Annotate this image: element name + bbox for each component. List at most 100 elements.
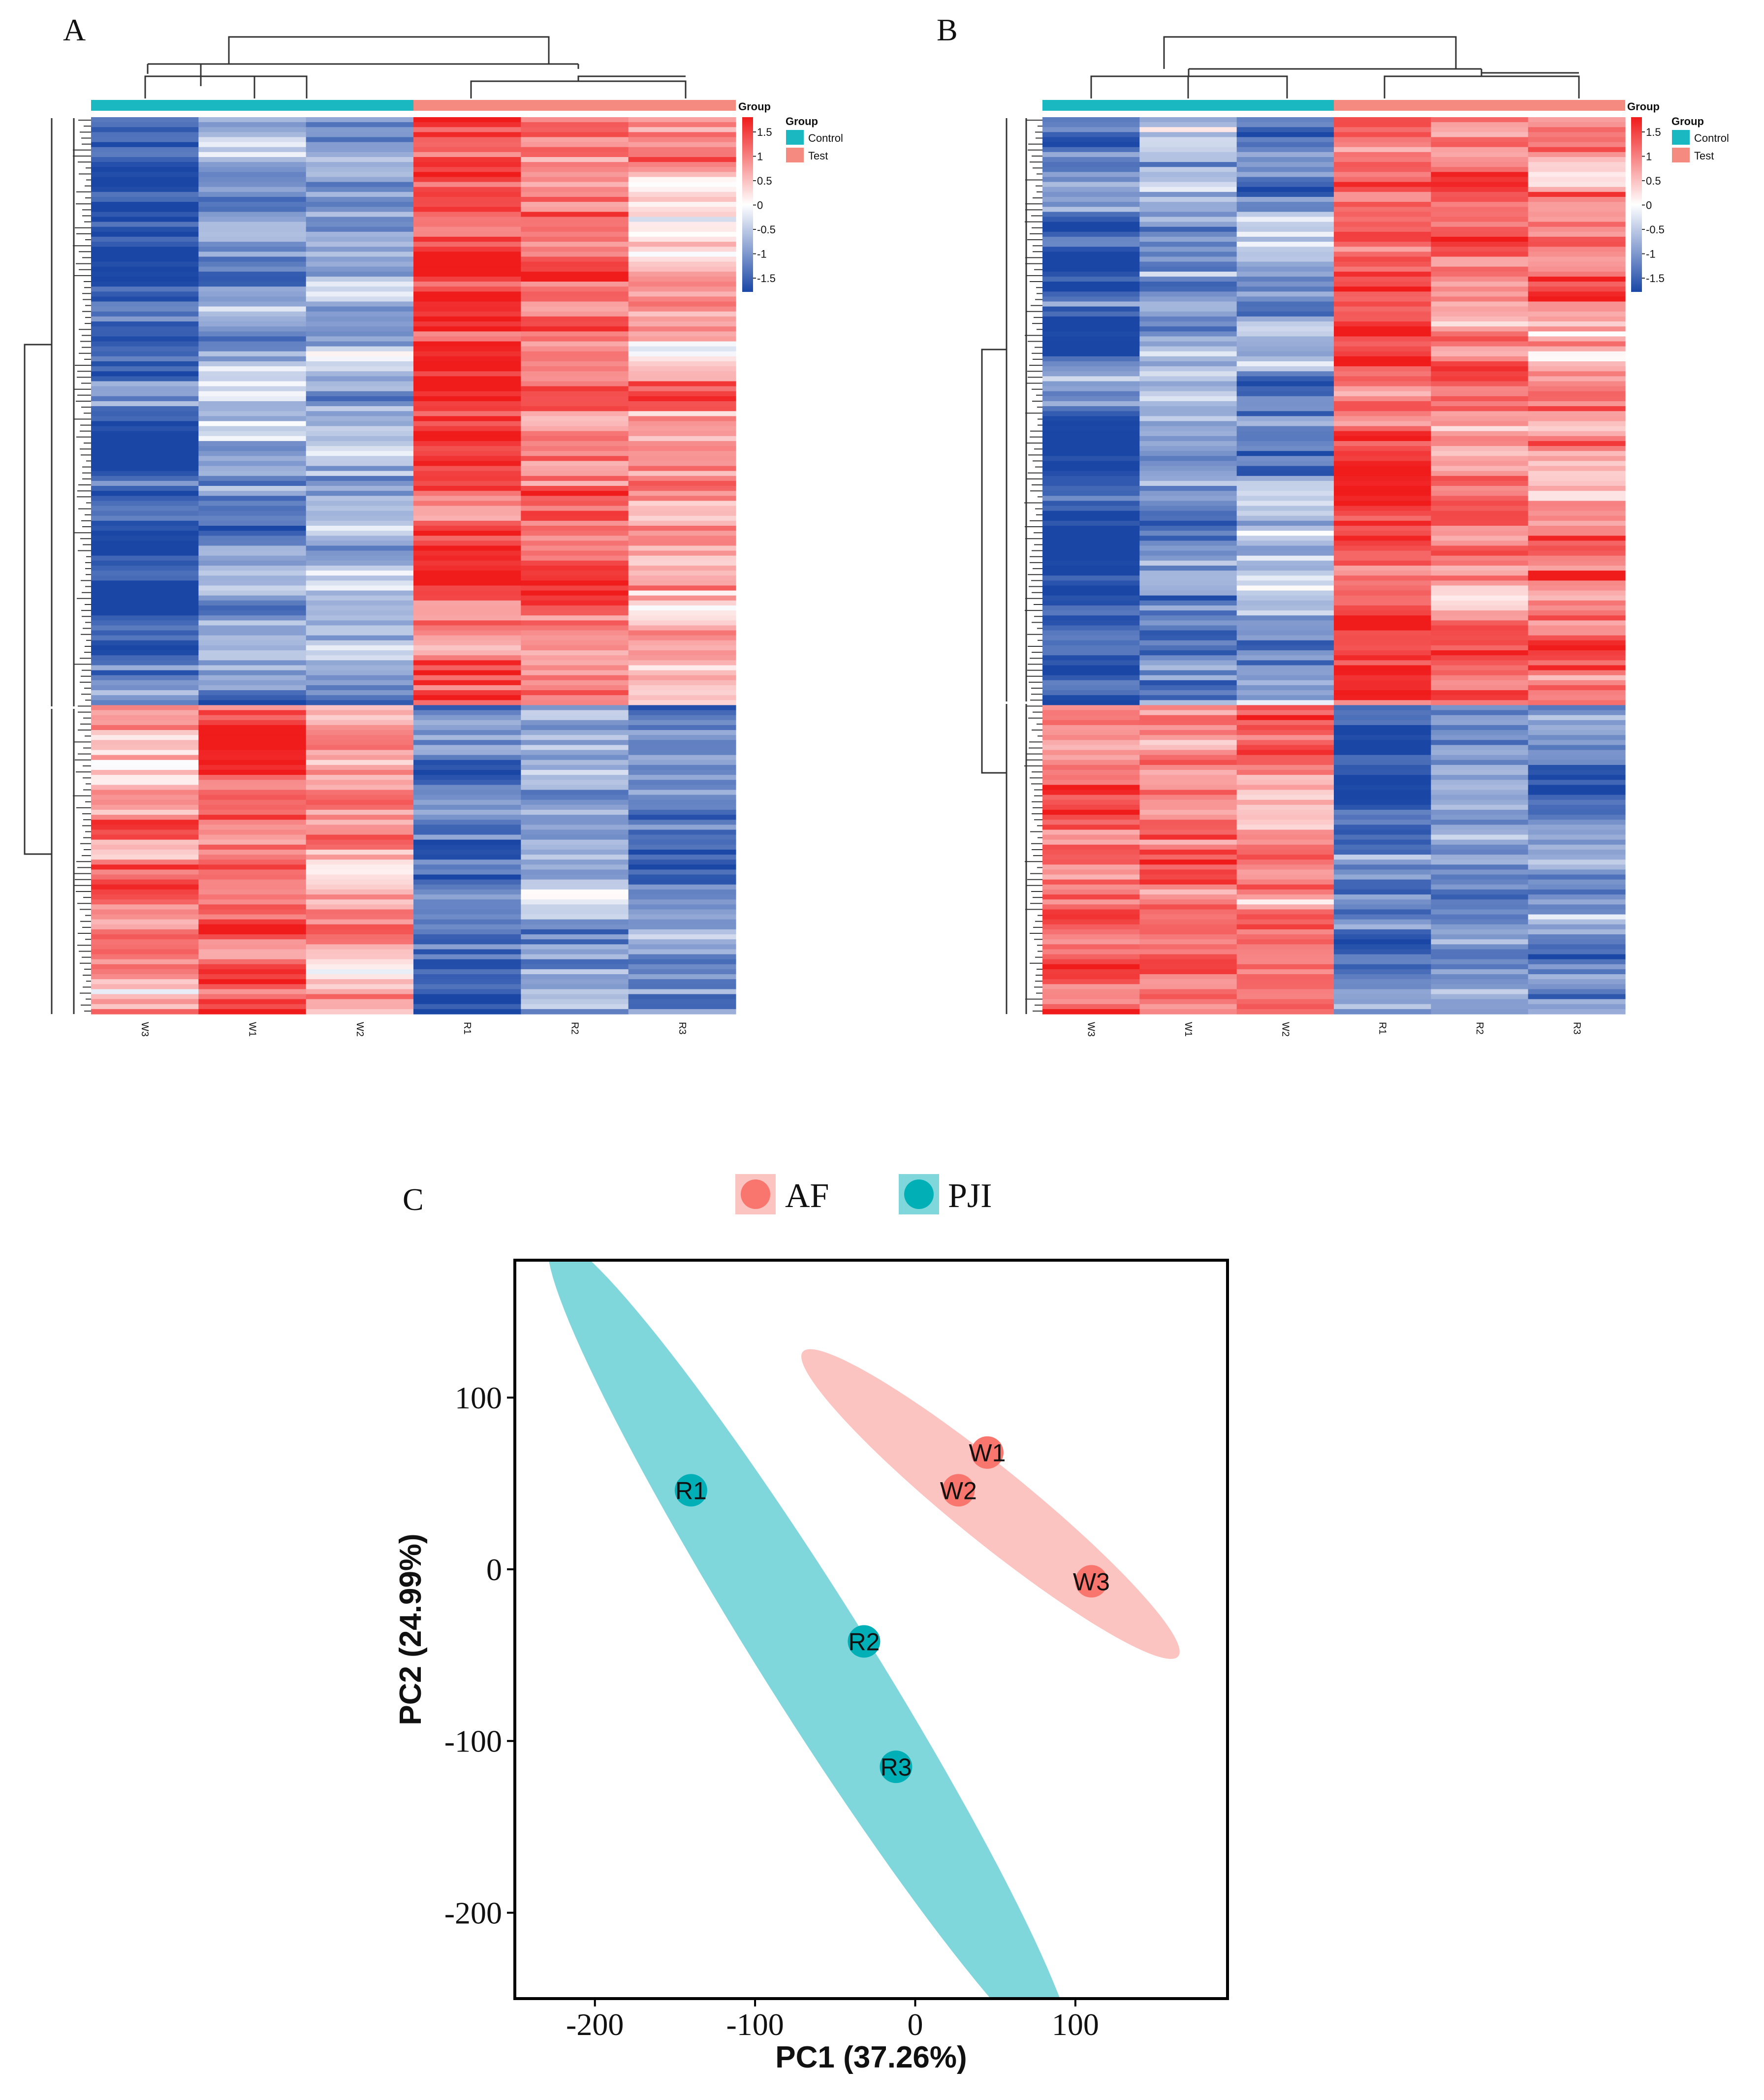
- heatmap-cell: [1139, 207, 1237, 212]
- heatmap-cell: [521, 610, 629, 616]
- heatmap-cell: [1334, 700, 1431, 706]
- heatmap-cell: [521, 770, 629, 775]
- heatmap-cell: [1431, 406, 1529, 412]
- heatmap-cell: [521, 545, 629, 551]
- heatmap-cell: [1528, 655, 1626, 661]
- heatmap-cell: [1042, 132, 1140, 138]
- heatmap-cell: [413, 879, 521, 885]
- heatmap-cell: [1236, 849, 1334, 855]
- heatmap-cell: [1334, 954, 1431, 960]
- colorbar-tick-label: -1.5: [1646, 272, 1665, 285]
- heatmap-cell: [1334, 600, 1431, 606]
- heatmap-cell: [1042, 919, 1140, 925]
- heatmap-cell: [1042, 740, 1140, 745]
- heatmap-cell: [413, 804, 521, 810]
- heatmap-cell: [91, 217, 199, 223]
- heatmap-cell: [198, 710, 307, 716]
- heatmap-cell: [198, 207, 307, 212]
- heatmap-cell: [1431, 301, 1529, 307]
- heatmap-cell: [91, 740, 199, 745]
- heatmap-cell: [1139, 665, 1237, 671]
- heatmap-cell: [628, 595, 736, 601]
- heatmap-cell: [521, 411, 629, 416]
- point-label-w3: W3: [1073, 1568, 1110, 1595]
- heatmap-cell: [1528, 231, 1626, 237]
- heatmap-cell: [1236, 839, 1334, 845]
- heatmap-cell: [1236, 855, 1334, 860]
- heatmap-cell: [1528, 740, 1626, 745]
- heatmap-cell: [1139, 889, 1237, 895]
- heatmap-cell: [628, 396, 736, 402]
- heatmap-cell: [1042, 321, 1140, 327]
- heatmap-cell: [1139, 680, 1237, 686]
- heatmap-cell: [198, 994, 307, 1000]
- heatmap-cell: [1236, 291, 1334, 297]
- heatmap-cell: [1236, 795, 1334, 800]
- heatmap-cell: [91, 1009, 199, 1015]
- heatmap-cell: [521, 510, 629, 516]
- heatmap-cell: [91, 326, 199, 332]
- heatmap-cell: [1236, 804, 1334, 810]
- heatmap-cell: [306, 446, 414, 451]
- heatmap-cell: [1334, 869, 1431, 875]
- heatmap-cell: [306, 510, 414, 516]
- heatmap-cell: [198, 720, 307, 726]
- heatmap-cell: [1042, 436, 1140, 442]
- heatmap-cell: [1236, 341, 1334, 347]
- heatmap-cell: [91, 222, 199, 227]
- heatmap-cell: [306, 336, 414, 342]
- heatmap-cell: [1528, 884, 1626, 890]
- heatmap-cell: [1139, 630, 1237, 636]
- heatmap-cell: [413, 196, 521, 202]
- heatmap-cell: [1431, 326, 1529, 332]
- heatmap-cell: [1431, 550, 1529, 556]
- heatmap-cell: [198, 929, 307, 935]
- heatmap-cell: [91, 271, 199, 277]
- heatmap-cell: [1334, 217, 1431, 223]
- heatmap-cell: [628, 566, 736, 571]
- heatmap-cell: [306, 177, 414, 183]
- heatmap-cell: [1042, 137, 1140, 143]
- heatmap-cell: [1431, 625, 1529, 631]
- heatmap-cell: [198, 282, 307, 287]
- heatmap-cell: [1528, 172, 1626, 178]
- heatmap-cell: [521, 909, 629, 915]
- heatmap-cell: [413, 127, 521, 132]
- heatmap-cell: [198, 715, 307, 721]
- heatmap-cell: [91, 187, 199, 192]
- heatmap-cell: [1431, 660, 1529, 666]
- heatmap-cell: [306, 476, 414, 481]
- heatmap-cell: [198, 914, 307, 920]
- heatmap-cell: [413, 207, 521, 212]
- heatmap-cell: [521, 376, 629, 382]
- heatmap-cell: [91, 366, 199, 372]
- heatmap-cell: [91, 341, 199, 347]
- heatmap-cell: [1042, 1009, 1140, 1015]
- heatmap-cell: [1431, 770, 1529, 775]
- heatmap-cell: [1528, 222, 1626, 227]
- heatmap-cell: [198, 690, 307, 696]
- heatmap-cell: [1334, 795, 1431, 800]
- heatmap-cell: [1528, 750, 1626, 756]
- heatmap-cell: [306, 740, 414, 745]
- heatmap-cell: [413, 331, 521, 337]
- heatmap-cell: [413, 541, 521, 546]
- heatmap-cell: [91, 770, 199, 775]
- heatmap-cell: [1528, 451, 1626, 456]
- heatmap-cell: [1139, 939, 1237, 945]
- heatmap-cell: [1236, 630, 1334, 636]
- heatmap-cell: [1334, 456, 1431, 462]
- heatmap-cell: [1431, 690, 1529, 696]
- heatmap-cell: [1236, 969, 1334, 975]
- heatmap-cell: [1334, 276, 1431, 282]
- heatmap-cell: [1528, 575, 1626, 581]
- heatmap-cell: [1042, 855, 1140, 860]
- heatmap-cell: [1431, 605, 1529, 611]
- heatmap-cell: [1528, 869, 1626, 875]
- heatmap-cell: [91, 670, 199, 676]
- heatmap-cell: [413, 361, 521, 367]
- heatmap-cell: [1139, 326, 1237, 332]
- heatmap-cell: [1236, 436, 1334, 442]
- heatmap-cell: [1236, 386, 1334, 392]
- heatmap-cell: [1528, 799, 1626, 805]
